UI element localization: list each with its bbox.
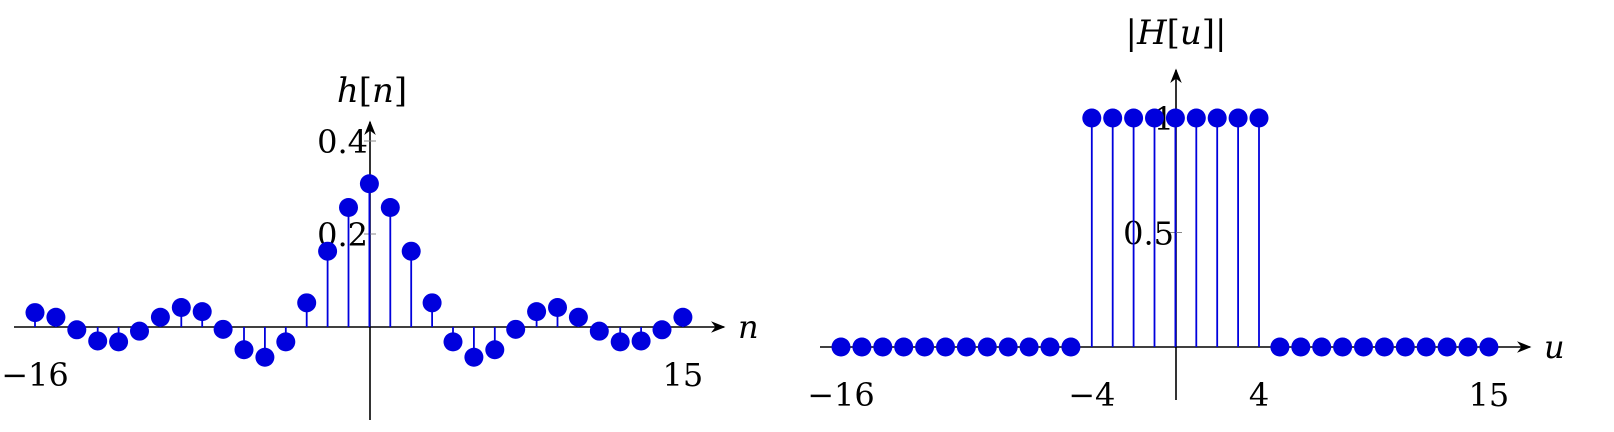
stem-marker [548, 297, 567, 317]
stem-marker [130, 321, 149, 341]
stem-marker [171, 297, 191, 317]
stem-marker [213, 319, 233, 339]
stem-marker [956, 337, 976, 357]
stem-marker [234, 340, 254, 360]
stem-marker [1186, 108, 1206, 128]
stem-marker [1124, 108, 1144, 128]
stem-marker [1416, 337, 1436, 357]
stem-marker [1249, 108, 1269, 128]
stem-marker [443, 332, 463, 352]
stem-marker [1207, 108, 1227, 128]
stem-marker [873, 337, 893, 357]
stem-marker [652, 320, 672, 340]
stem-marker [485, 340, 505, 360]
stem-marker [276, 332, 296, 352]
stem-marker [318, 241, 338, 261]
stem-marker [894, 337, 914, 357]
y-axis-label: |H[u]| [1125, 13, 1226, 53]
stem-marker [1061, 337, 1081, 357]
stem-marker [1333, 337, 1353, 357]
stem-marker [831, 337, 851, 357]
y-tick-label: 0.4 [317, 123, 368, 161]
stem-marker [1437, 337, 1457, 357]
stem-marker [915, 337, 935, 357]
stem-marker [359, 174, 379, 194]
stem-marker [589, 321, 609, 341]
stem-marker [1165, 108, 1185, 128]
stem-marker [1458, 337, 1478, 357]
stem-marker [1103, 108, 1123, 128]
stem-marker [527, 302, 547, 322]
stem-marker [401, 241, 421, 261]
x-tick-label: −16 [1, 356, 69, 394]
stem-marker [67, 320, 87, 340]
x-tick-label: 15 [1469, 376, 1510, 414]
x-tick-label: 15 [663, 356, 704, 394]
x-axis-label: u [1544, 328, 1565, 366]
stem-marker [339, 197, 358, 217]
stem-marker [1312, 337, 1332, 357]
stem-marker [1040, 337, 1060, 357]
x-axis-label: n [738, 308, 759, 346]
stem-marker [1291, 337, 1311, 357]
impulse-response-plot: n h[n] 0.20.4−16 15 [1, 71, 759, 420]
stem-marker [1145, 108, 1164, 128]
stem-marker [46, 307, 66, 327]
x-tick-label: 4 [1249, 376, 1269, 414]
stem-marker [1354, 337, 1373, 357]
stem-marker [1479, 337, 1499, 357]
stem-marker [610, 332, 630, 352]
x-tick-label: −4 [1068, 376, 1115, 414]
stem-marker [88, 331, 108, 351]
stem-marker [673, 307, 693, 327]
stem-marker [297, 293, 317, 313]
stem-marker [1228, 108, 1248, 128]
stem-marker [631, 331, 651, 351]
stem-marker [422, 293, 442, 313]
stem-marker [936, 337, 955, 357]
stem-marker [192, 302, 212, 322]
y-axis-label: h[n] [337, 71, 407, 111]
stem-marker [998, 337, 1018, 357]
y-tick-label: 0.5 [1123, 215, 1174, 253]
stem-marker [506, 319, 526, 339]
stem-marker [255, 347, 275, 367]
x-tick-label: −16 [807, 376, 875, 414]
stem-marker [1395, 337, 1415, 357]
stem-marker [1082, 108, 1102, 128]
stem-marker [150, 307, 170, 327]
stem-marker [109, 332, 129, 352]
stem-marker [977, 337, 997, 357]
stem-marker [1374, 337, 1394, 357]
stem-marker [1270, 337, 1290, 357]
stem-marker [25, 303, 45, 323]
stem-marker [852, 337, 872, 357]
stem-marker [380, 197, 400, 217]
stem-marker [568, 307, 588, 327]
stem-marker [464, 347, 484, 367]
stem-marker [1019, 337, 1039, 357]
